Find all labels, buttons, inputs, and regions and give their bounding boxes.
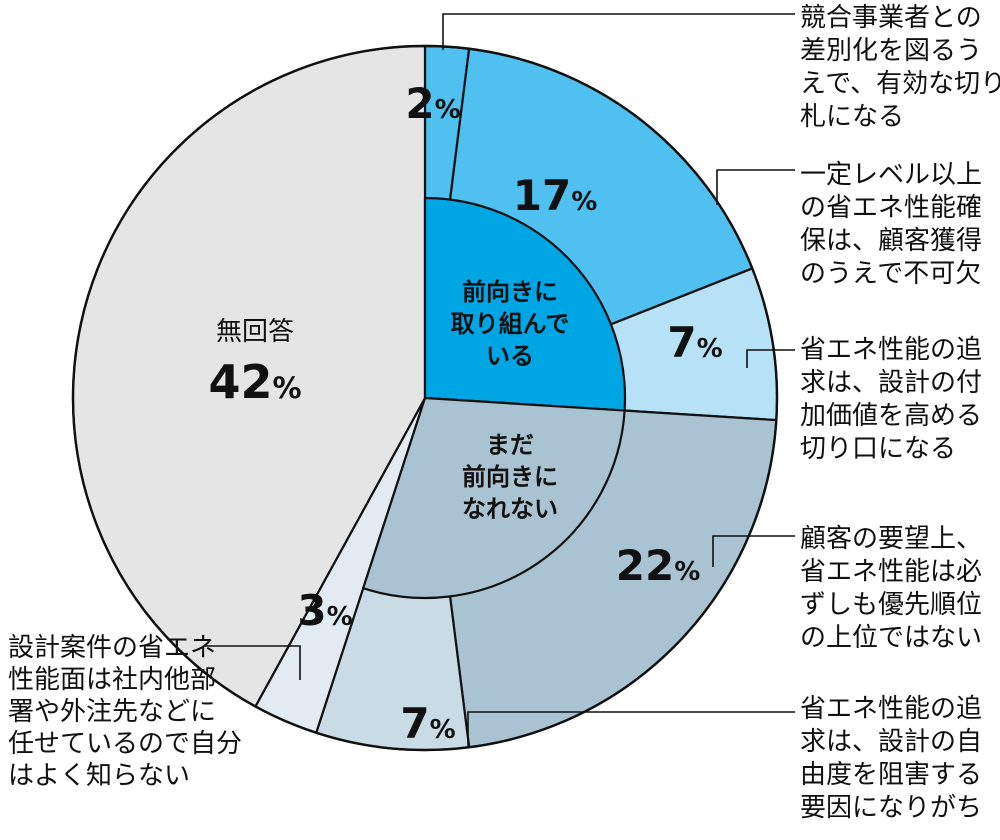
group-sector-1 — [423, 196, 627, 412]
no-answer-percent: 42% — [208, 355, 301, 409]
group-label-1: 前向きに取り組んでいる — [451, 278, 570, 370]
callout-label-3: 省エネ性能の追求は、設計の付加価値を高める切り口になる — [800, 335, 982, 464]
pie-outline — [71, 44, 779, 752]
callout-label-6: 設計案件の省エネ性能面は社内他部署や外注先などに任せているので自分はよく知らない — [8, 633, 242, 791]
slice-percent-1: 2% — [405, 79, 460, 128]
slice-percent-2: 17% — [513, 171, 598, 220]
callout-label-5: 省エネ性能の追求は、設計の自由度を阻害する要因になりがち — [800, 694, 982, 823]
group-label-2: まだ前向きになれない — [462, 431, 558, 523]
group-sector-2 — [362, 396, 626, 600]
callout-label-1: 競合事業者との差別化を図るうえで、有効な切り札になる — [800, 3, 1000, 132]
slice-percent-6: 3% — [297, 586, 352, 635]
callout-label-4: 顧客の要望上、省エネ性能は必ずしも優先順位の上位ではない — [800, 524, 982, 653]
leader-line-6 — [205, 645, 301, 680]
leader-line-4 — [712, 535, 795, 567]
leader-line-5 — [467, 711, 795, 746]
no-answer-label: 無回答 — [216, 317, 294, 347]
leader-line-2 — [716, 169, 795, 205]
slice-percent-4: 22% — [616, 541, 701, 590]
leader-line-1 — [442, 13, 795, 50]
leader-line-3 — [746, 349, 795, 368]
slice-percent-3: 7% — [667, 318, 722, 367]
inner-ring — [362, 196, 627, 600]
slice-percent-5: 7% — [400, 699, 455, 748]
callout-label-2: 一定レベル以上の省エネ性能確保は、顧客獲得のうえで不可欠 — [800, 160, 982, 289]
